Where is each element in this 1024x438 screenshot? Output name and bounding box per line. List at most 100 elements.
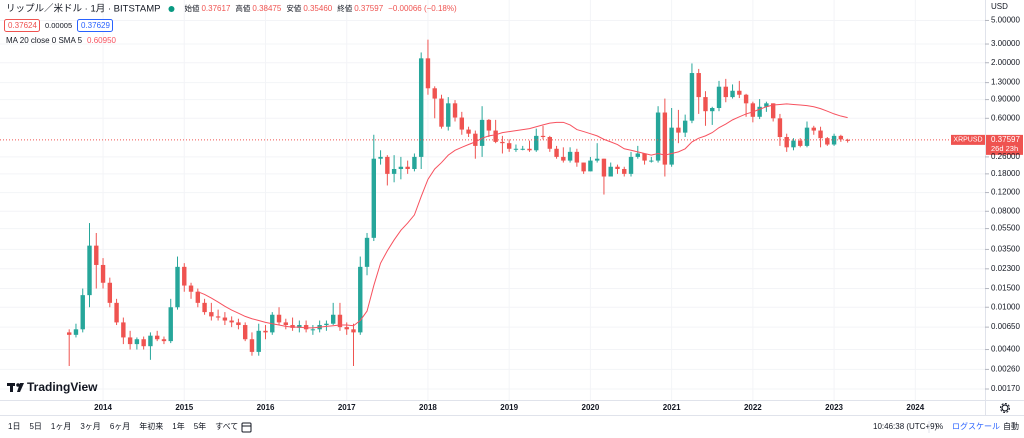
candle-body <box>669 127 674 165</box>
candle-body <box>256 330 261 352</box>
candle-body <box>662 112 668 165</box>
candle-body <box>479 119 485 146</box>
candle-body <box>168 307 173 342</box>
range-button[interactable]: 1ヶ月 <box>51 422 71 431</box>
candle-body <box>798 140 803 146</box>
x-tick-label: 2019 <box>500 403 518 412</box>
symbol-tag <box>951 134 985 145</box>
candle-body <box>547 137 552 149</box>
bid-box[interactable] <box>4 19 40 32</box>
range-button[interactable]: 5年 <box>194 421 206 431</box>
calendar-icon[interactable] <box>241 422 252 433</box>
candle-body <box>500 141 505 144</box>
candle-body <box>73 329 79 335</box>
candle-body <box>398 166 404 170</box>
candle-body <box>364 237 370 267</box>
market-status-dot[interactable] <box>168 6 175 12</box>
ohlc-label: 終値 <box>337 3 352 13</box>
candle-body <box>127 337 133 345</box>
candle-body <box>730 90 735 98</box>
candle-body <box>452 103 458 118</box>
candle-body <box>412 156 417 170</box>
logo-icon <box>10 383 13 392</box>
y-tick-label: 0.90000 <box>991 95 1020 104</box>
candle-body <box>540 135 546 138</box>
settings-icon[interactable] <box>1001 404 1009 412</box>
candle-body <box>459 117 464 130</box>
range-button[interactable]: 1年 <box>172 421 184 431</box>
candle-body <box>561 156 566 161</box>
range-button[interactable]: すべて <box>215 422 238 431</box>
candle-body <box>649 160 654 162</box>
y-tick-label: 0.18000 <box>991 169 1020 178</box>
y-tick-label: 5.00000 <box>991 16 1020 25</box>
toolbar-icons <box>241 403 1010 433</box>
ohlc-label: 始値 <box>184 3 199 13</box>
range-button[interactable]: 年初来 <box>139 421 163 431</box>
log-scale-toggle[interactable]: ログスケール <box>952 421 1000 431</box>
candle-body <box>493 130 498 142</box>
candle-body <box>209 312 214 317</box>
range-button[interactable]: 5日 <box>29 422 41 431</box>
symbol-title: リップル／米ドル · 1月 · BITSTAMP <box>6 3 160 15</box>
symbol-tag-text: XRPUSD <box>953 137 982 144</box>
y-tick-label: 0.00400 <box>991 345 1020 354</box>
ohlc-value: 0.37597 <box>354 4 383 13</box>
ask-box[interactable] <box>77 19 113 32</box>
candle-body <box>310 329 316 331</box>
y-tick-label: 1.30000 <box>991 78 1020 87</box>
grid <box>0 0 985 400</box>
ohlc-value: 0.37617 <box>201 4 230 13</box>
clock: 10:46:38 (UTC+9) <box>873 422 938 431</box>
candle-body <box>696 73 701 98</box>
range-button[interactable]: 6ヶ月 <box>110 422 130 431</box>
candle-body <box>446 103 451 127</box>
candle-body <box>676 127 681 133</box>
indicator-value: 0.60950 <box>87 36 116 45</box>
x-tick-label: 2020 <box>582 403 600 412</box>
range-button[interactable]: 3ヶ月 <box>80 422 100 431</box>
candle-body <box>486 119 492 131</box>
price-tag-text: 0.37597 <box>991 135 1020 144</box>
y-tick-label: 0.60000 <box>991 113 1020 122</box>
candle-body <box>283 322 289 326</box>
candle-body <box>303 325 309 330</box>
candle-body <box>723 86 728 98</box>
candle-body <box>425 58 431 89</box>
logo: TradingView <box>7 380 98 394</box>
candle-body <box>385 156 390 174</box>
candle-body <box>845 139 850 141</box>
candle-body <box>473 133 478 146</box>
auto-scale-toggle[interactable]: 自動 <box>1003 421 1019 431</box>
moving-average-line <box>197 103 848 329</box>
y-tick-label: 0.01500 <box>991 284 1020 293</box>
candle-body <box>737 90 742 95</box>
candle-body <box>121 322 126 338</box>
percent-toggle[interactable]: % <box>936 422 943 431</box>
candle-body <box>689 73 695 121</box>
x-tick-label: 2016 <box>257 403 275 412</box>
plot <box>67 39 850 366</box>
candle-body <box>506 143 512 149</box>
candle-body <box>791 140 796 148</box>
y-tick-label: 2.00000 <box>991 58 1020 67</box>
candle-body <box>581 162 586 172</box>
candle-body <box>141 339 146 347</box>
candle-body <box>344 327 349 330</box>
candle-body <box>236 322 241 326</box>
candle-body <box>622 169 627 174</box>
range-button[interactable]: 1日 <box>8 422 20 431</box>
candle-body <box>716 86 722 109</box>
x-tick-label: 2015 <box>175 403 193 412</box>
candle-body <box>351 329 356 333</box>
x-tick-label: 2022 <box>744 403 762 412</box>
candle-body <box>784 137 789 148</box>
candle-body <box>608 166 613 177</box>
candle-body <box>588 160 593 172</box>
candle-body <box>242 325 248 340</box>
candle-body <box>838 135 844 140</box>
price-tag <box>986 134 1023 155</box>
candle-body <box>432 88 437 99</box>
candle-body <box>764 103 769 107</box>
